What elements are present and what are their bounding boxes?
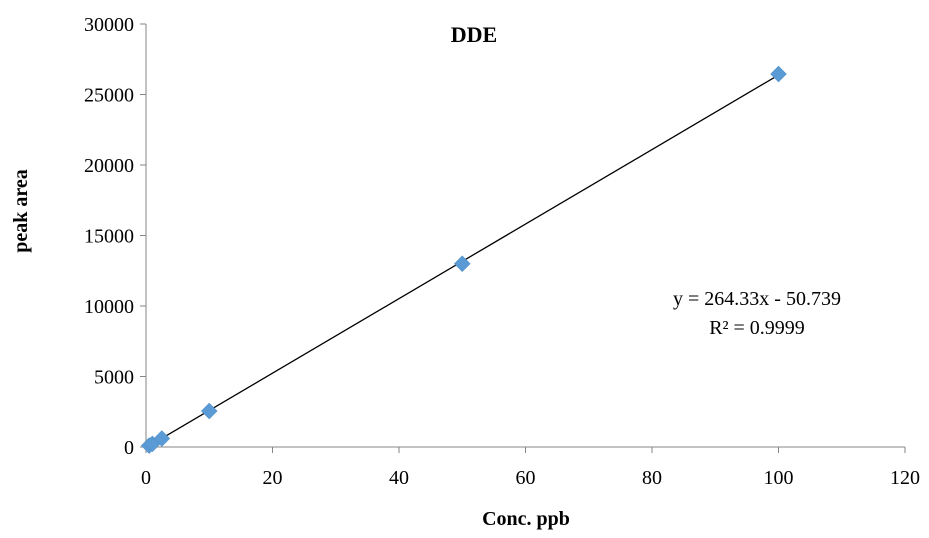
y-tick-label: 25000 — [84, 85, 134, 107]
x-tick-label: 80 — [642, 467, 662, 489]
tick-labels: 0 5000 10000 15000 20000 25000 30000 0 20 40 60 80 1… — [84, 14, 920, 489]
data-point — [770, 65, 787, 83]
y-tick-label: 20000 — [84, 155, 134, 177]
axes — [140, 23, 906, 453]
x-tick-label: 40 — [389, 467, 409, 489]
y-tick-label: 10000 — [84, 296, 134, 318]
x-axis-title: Conc. ppb — [482, 508, 570, 530]
r-squared-label: R² = 0.9999 — [709, 317, 805, 339]
data-point — [200, 402, 218, 420]
y-tick-label: 5000 — [94, 367, 134, 389]
y-tick-label: 15000 — [84, 226, 134, 248]
data-point — [153, 430, 171, 447]
y-axis-title: peak area — [10, 169, 32, 253]
x-tick-label: 20 — [263, 467, 283, 489]
trendline-equation: y = 264.33x - 50.739 — [673, 288, 841, 310]
x-tick-label: 100 — [764, 467, 794, 489]
y-tick-label: 30000 — [84, 14, 134, 36]
y-tick-label: 0 — [124, 437, 134, 459]
x-tick-label: 120 — [890, 467, 920, 489]
data-points — [140, 65, 787, 454]
chart-title: DDE — [451, 22, 497, 47]
x-tick-label: 60 — [516, 467, 536, 489]
data-point — [453, 255, 471, 273]
x-tick-label: 0 — [141, 467, 151, 489]
